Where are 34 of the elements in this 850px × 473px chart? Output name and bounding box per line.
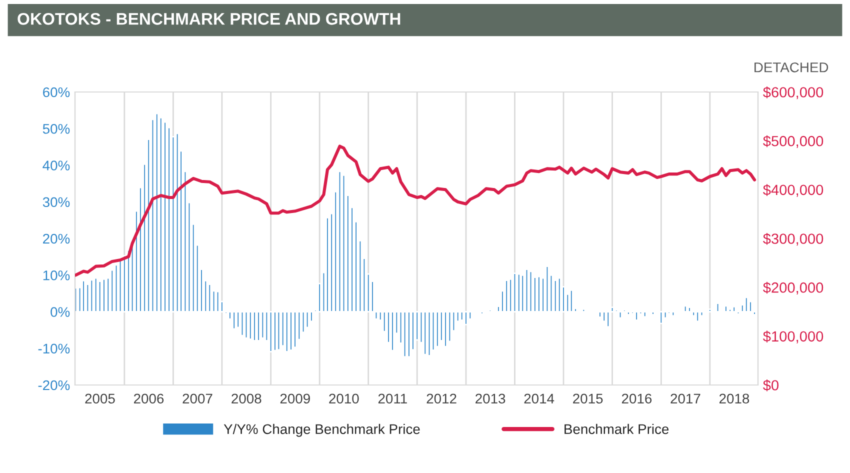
y-tick-label: 30% [42, 197, 70, 208]
x-tick-label: 2012 [426, 394, 456, 404]
x-tick-label: 2008 [232, 394, 262, 404]
y2-tick-label: $200,000 [763, 282, 824, 294]
chart-title: OKOTOKS - BENCHMARK PRICE AND GROWTH [18, 13, 400, 25]
x-tick-label: 2018 [719, 394, 750, 404]
y2-tick-label: $600,000 [763, 86, 824, 100]
y-tick-label: 0% [50, 307, 70, 317]
y-tick-label: 40% [42, 160, 70, 170]
x-tick-label: 2005 [85, 394, 115, 404]
y2-tick-label: $300,000 [763, 232, 824, 246]
legend-label: Y/Y% Change Benchmark Price [224, 424, 420, 437]
y-tick-label: -20% [38, 380, 70, 390]
x-tick-label: 2014 [524, 394, 554, 404]
y2-tick-label: $100,000 [763, 330, 824, 344]
y-tick-label: 20% [43, 234, 70, 244]
y-tick-label: -10% [38, 344, 70, 354]
y2-tick-label: $0 [763, 379, 779, 392]
x-tick-label: 2011 [378, 394, 407, 404]
y-tick-label: 60% [43, 87, 70, 98]
text: DETACHED [754, 62, 828, 72]
x-tick-label: 2006 [134, 394, 164, 404]
y-tick-label: 10% [43, 270, 70, 280]
x-tick-label: 2007 [182, 394, 212, 404]
legend-label: Benchmark Price [564, 424, 669, 434]
y2-tick-label: $400,000 [763, 184, 824, 197]
x-tick-label: 2009 [280, 394, 310, 404]
y-tick-label: 50% [42, 124, 70, 134]
x-tick-label: 2013 [476, 394, 506, 404]
x-tick-label: 2015 [573, 394, 603, 404]
x-tick-label: 2017 [670, 394, 700, 404]
x-tick-label: 2016 [622, 394, 652, 404]
y2-tick-label: $500,000 [763, 135, 824, 148]
x-tick-label: 2010 [329, 394, 359, 404]
